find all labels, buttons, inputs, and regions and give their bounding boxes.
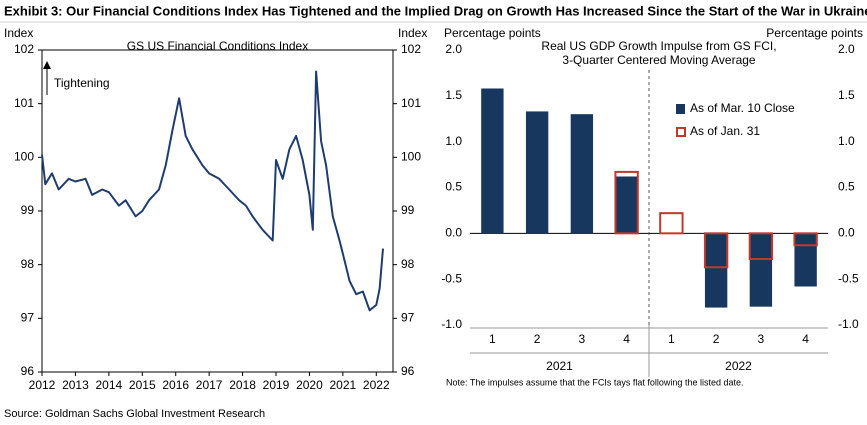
y-tick-label: 0.5 bbox=[445, 180, 462, 194]
x-tick-label: 3 bbox=[579, 332, 586, 346]
outline-bar bbox=[748, 232, 774, 260]
x-tick-label: 2021 bbox=[330, 378, 357, 392]
x-tick-label: 1 bbox=[489, 332, 496, 346]
bar bbox=[749, 233, 773, 307]
y-axis-label: Percentage points bbox=[444, 26, 541, 40]
y-tick-label: 96 bbox=[21, 364, 35, 378]
group-label: 2022 bbox=[725, 359, 752, 373]
y2-tick-label: 96 bbox=[401, 364, 415, 378]
x-tick-label: 2 bbox=[534, 332, 541, 346]
y-tick-label: -0.5 bbox=[441, 271, 462, 285]
x-tick-label: 2022 bbox=[363, 378, 390, 392]
x-tick-label: 2016 bbox=[162, 378, 189, 392]
y2-tick-label: 1.0 bbox=[838, 134, 855, 148]
x-tick-label: 2012 bbox=[29, 378, 56, 392]
y-tick-label: 97 bbox=[21, 311, 35, 325]
source: Source: Goldman Sachs Global Investment … bbox=[4, 408, 265, 420]
bar bbox=[794, 233, 817, 287]
y-tick-label: 0.0 bbox=[445, 226, 462, 240]
y-tick-label: 100 bbox=[14, 150, 34, 164]
y-axis-label: Index bbox=[4, 26, 33, 40]
bar bbox=[704, 233, 728, 308]
bar bbox=[615, 176, 638, 234]
plot-frame bbox=[41, 49, 394, 373]
y2-tick-label: -0.5 bbox=[838, 271, 859, 285]
y2-tick-label: 0.5 bbox=[838, 180, 855, 194]
chart-title: Real US GDP Growth Impulse from GS FCI, bbox=[541, 39, 776, 53]
annotation: Tightening bbox=[54, 76, 110, 90]
outline-bar bbox=[793, 232, 818, 247]
x-tick-label: 3 bbox=[758, 332, 765, 346]
y-tick-label: 2.0 bbox=[445, 42, 462, 56]
chart-subtitle: 3-Quarter Centered Moving Average bbox=[562, 53, 756, 67]
y2-axis-label: Index bbox=[398, 26, 427, 40]
y2-tick-label: 99 bbox=[401, 203, 415, 217]
legend-label: As of Mar. 10 Close bbox=[690, 101, 795, 115]
y2-tick-label: 101 bbox=[401, 96, 421, 110]
bar bbox=[481, 88, 504, 234]
y-tick-label: 101 bbox=[14, 96, 34, 110]
note: Note: The impulses assume that the FCIs … bbox=[446, 377, 743, 387]
bar bbox=[570, 114, 594, 234]
outline-bar bbox=[703, 232, 729, 269]
y2-tick-label: -1.0 bbox=[838, 317, 859, 331]
exhibit-title: Exhibit 3: Our Financial Conditions Inde… bbox=[4, 3, 867, 18]
y2-tick-label: 0.0 bbox=[838, 226, 855, 240]
y2-tick-label: 100 bbox=[401, 150, 421, 164]
group-label: 2021 bbox=[546, 359, 573, 373]
y-tick-label: 102 bbox=[14, 42, 34, 56]
y2-tick-label: 2.0 bbox=[838, 42, 855, 56]
arrow-head bbox=[43, 61, 51, 69]
outline-bar bbox=[614, 170, 639, 235]
y-tick-label: -1.0 bbox=[441, 317, 462, 331]
legend-label: As of Jan. 31 bbox=[690, 124, 760, 138]
y2-axis-label: Percentage points bbox=[766, 26, 863, 40]
fci-line bbox=[41, 70, 384, 312]
legend-swatch bbox=[676, 104, 685, 114]
x-tick-label: 2018 bbox=[229, 378, 256, 392]
y2-tick-label: 102 bbox=[401, 42, 421, 56]
legend-swatch bbox=[676, 127, 686, 137]
x-tick-label: 2019 bbox=[263, 378, 290, 392]
x-tick-label: 2013 bbox=[62, 378, 89, 392]
outline-bar bbox=[659, 212, 684, 235]
bar bbox=[525, 111, 549, 234]
x-tick-label: 4 bbox=[623, 332, 630, 346]
x-tick-label: 1 bbox=[668, 332, 675, 346]
x-tick-label: 2020 bbox=[296, 378, 323, 392]
y-tick-label: 1.5 bbox=[445, 88, 462, 102]
x-tick-label: 2017 bbox=[196, 378, 223, 392]
x-tick-label: 4 bbox=[802, 332, 809, 346]
y2-tick-label: 97 bbox=[401, 311, 415, 325]
x-tick-label: 2 bbox=[713, 332, 720, 346]
chart-title: GS US Financial Conditions Index bbox=[127, 39, 308, 53]
x-tick-label: 2015 bbox=[129, 378, 156, 392]
y-tick-label: 99 bbox=[21, 203, 35, 217]
y2-tick-label: 1.5 bbox=[838, 88, 855, 102]
y-tick-label: 1.0 bbox=[445, 134, 462, 148]
y-tick-label: 98 bbox=[21, 257, 35, 271]
y2-tick-label: 98 bbox=[401, 257, 415, 271]
x-tick-label: 2014 bbox=[96, 378, 123, 392]
